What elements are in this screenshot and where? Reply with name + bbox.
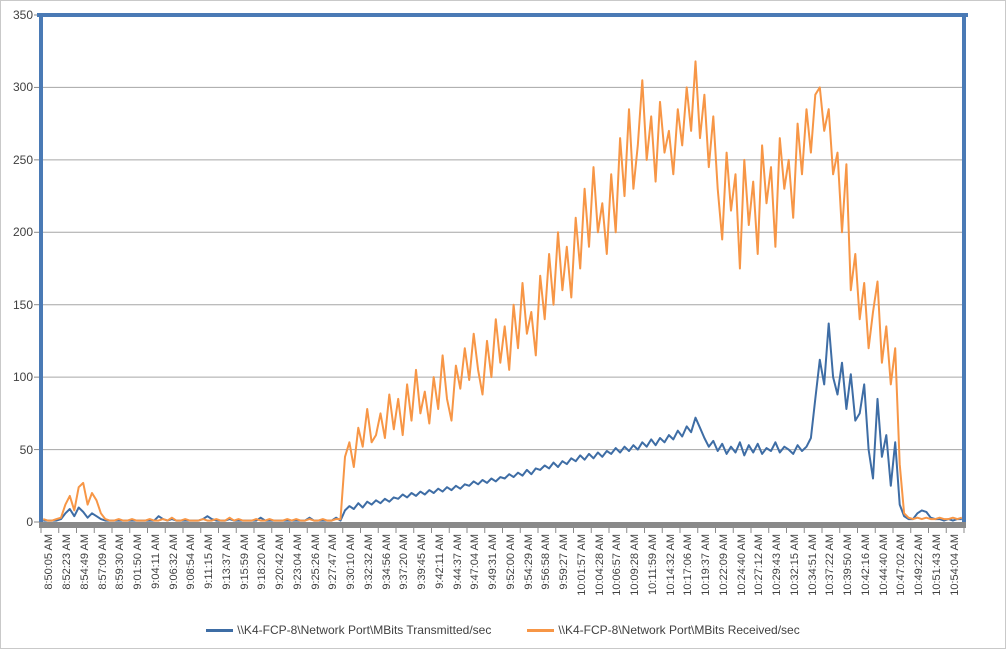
- y-axis-tick-label: 100: [12, 370, 33, 385]
- x-axis-tick-label: 8:52:23 AM: [61, 534, 74, 590]
- x-axis-tick-label: 9:30:10 AM: [345, 534, 358, 590]
- legend-label-transmitted: \\K4-FCP-8\Network Port\MBits Transmitte…: [237, 623, 492, 637]
- x-axis-tick-label: 10:27:12 AM: [753, 534, 766, 596]
- x-axis-tick-label: 9:39:45 AM: [416, 534, 429, 590]
- legend-line-swatch-transmitted: [206, 628, 234, 632]
- x-axis-tick-label: 9:49:31 AM: [487, 534, 500, 590]
- x-axis-tick-label: 10:01:57 AM: [575, 534, 588, 596]
- x-axis-tick-label: 8:54:49 AM: [78, 534, 91, 590]
- x-axis-tick-label: 9:18:20 AM: [256, 534, 269, 590]
- x-axis-tick-label: 9:13:37 AM: [220, 534, 233, 590]
- y-axis-tick-label: 150: [12, 297, 33, 312]
- x-axis-tick-label: 9:37:20 AM: [398, 534, 411, 590]
- x-axis-tick-label: 10:39:50 AM: [842, 534, 855, 596]
- x-axis-tick-label: 10:14:32 AM: [664, 534, 677, 596]
- x-axis-tick-label: 9:27:47 AM: [327, 534, 340, 590]
- series-line-1: [42, 60, 963, 522]
- y-axis-tick-label: 300: [12, 80, 33, 95]
- x-axis-tick-label: 9:06:32 AM: [167, 534, 180, 590]
- x-axis-tick-label: 10:49:22 AM: [913, 534, 926, 596]
- x-axis-tick-label: 10:51:43 AM: [930, 534, 943, 596]
- x-axis-tick-label: 10:17:06 AM: [682, 534, 695, 596]
- x-axis-tick-label: 10:34:51 AM: [806, 534, 819, 596]
- legend-item-received: \\K4-FCP-8\Network Port\MBits Received/s…: [527, 623, 800, 637]
- x-axis-tick-label: 9:01:50 AM: [132, 534, 145, 590]
- x-axis-tick-label: 9:32:32 AM: [362, 534, 375, 590]
- series-line-0: [43, 322, 962, 522]
- x-axis-tick-label: 9:54:29 AM: [522, 534, 535, 590]
- legend-item-transmitted: \\K4-FCP-8\Network Port\MBits Transmitte…: [206, 623, 491, 637]
- x-axis-tick-label: 9:47:04 AM: [469, 534, 482, 590]
- x-axis-tick-label: 9:20:42 AM: [274, 534, 287, 590]
- x-axis-tick-label: 10:11:59 AM: [646, 534, 659, 595]
- x-axis-tick-label: 10:29:43 AM: [771, 534, 784, 596]
- x-axis-tick-label: 10:47:02 AM: [895, 534, 908, 596]
- x-axis-tick-label: 9:59:27 AM: [558, 534, 571, 590]
- x-axis-tick-label: 10:09:28 AM: [629, 534, 642, 596]
- x-axis-tick-label: 9:42:11 AM: [433, 534, 446, 589]
- x-axis-tick-label: 9:04:11 AM: [149, 534, 162, 589]
- y-axis-tick-label: 200: [12, 225, 33, 240]
- x-axis-tick-label: 9:52:00 AM: [504, 534, 517, 590]
- x-axis-tick-label: 9:25:26 AM: [309, 534, 322, 590]
- x-axis-tick-label: 8:50:05 AM: [43, 534, 56, 590]
- x-axis-tick-label: 10:19:37 AM: [700, 534, 713, 596]
- x-axis-tick-label: 9:15:59 AM: [238, 534, 251, 590]
- x-axis-tick-label: 10:22:09 AM: [717, 534, 730, 596]
- x-axis-tick-label: 10:44:40 AM: [877, 534, 890, 596]
- y-axis-tick-label: 350: [12, 8, 33, 22]
- x-axis-tick-label: 10:24:40 AM: [735, 534, 748, 596]
- x-axis-tick-label: 8:57:09 AM: [96, 534, 109, 590]
- x-axis-tick-label: 9:23:04 AM: [291, 534, 304, 590]
- x-axis-tick-label: 9:11:15 AM: [203, 534, 216, 589]
- legend-label-received: \\K4-FCP-8\Network Port\MBits Received/s…: [558, 623, 800, 637]
- x-axis-tick-label: 10:04:28 AM: [593, 534, 606, 596]
- y-axis-tick-label: 0: [26, 515, 33, 529]
- x-axis-tick-label: 10:42:16 AM: [859, 534, 872, 596]
- x-axis-tick-label: 9:56:58 AM: [540, 534, 553, 590]
- x-axis-tick-label: 10:54:04 AM: [948, 534, 961, 596]
- x-axis-tick-label: 8:59:30 AM: [114, 534, 127, 590]
- y-axis-tick-label: 250: [12, 152, 33, 167]
- x-axis-tick-label: 9:44:37 AM: [451, 534, 464, 590]
- x-axis-tick-label: 10:37:22 AM: [824, 534, 837, 596]
- x-axis-tick-label: 10:32:15 AM: [788, 534, 801, 596]
- legend-line-swatch-received: [527, 628, 555, 632]
- x-axis-tick-label: 9:34:56 AM: [380, 534, 393, 590]
- x-axis-tick-label: 9:08:54 AM: [185, 534, 198, 590]
- x-axis-tick-label: 10:06:57 AM: [611, 534, 624, 596]
- y-axis-tick-label: 50: [19, 442, 33, 457]
- legend: \\K4-FCP-8\Network Port\MBits Transmitte…: [1, 623, 1005, 637]
